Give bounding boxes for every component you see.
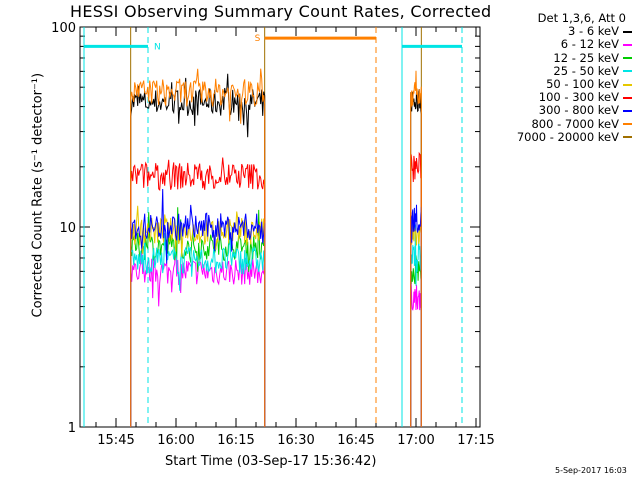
legend-entry: 100 - 300 keV [482, 91, 632, 104]
series-trace [130, 226, 266, 427]
legend-label: 3 - 6 keV [568, 24, 619, 39]
series-trace [130, 157, 266, 427]
legend-label: 50 - 100 keV [546, 77, 619, 92]
legend-label: 12 - 25 keV [553, 50, 619, 65]
legend-swatch [623, 57, 632, 60]
legend-label: 6 - 12 keV [560, 37, 619, 52]
series-trace [130, 244, 266, 427]
legend-label: 300 - 800 keV [538, 103, 619, 118]
legend: Det 1,3,6, Att 0 3 - 6 keV 6 - 12 keV 12 -… [482, 11, 632, 144]
x-tick-label: 16:45 [337, 433, 374, 448]
series-trace [410, 224, 422, 427]
legend-entry: 6 - 12 keV [482, 38, 632, 51]
series-trace [410, 151, 422, 427]
series-trace [130, 207, 266, 427]
series-trace [410, 282, 422, 427]
timestamp-stamp: 5-Sep-2017 16:03 [555, 466, 627, 475]
x-tick-label: 16:00 [157, 433, 194, 448]
x-tick-label: 17:00 [397, 433, 434, 448]
series-trace [130, 73, 266, 427]
series-trace [130, 188, 266, 427]
legend-swatch [623, 110, 632, 113]
chart-title: HESSI Observing Summary Count Rates, Cor… [70, 2, 492, 21]
legend-label: 100 - 300 keV [538, 90, 619, 105]
legend-entry: 800 - 7000 keV [482, 116, 632, 131]
legend-entry: 300 - 800 keV [482, 104, 632, 117]
legend-swatch [623, 136, 632, 139]
y-tick-label: 10 [59, 221, 76, 236]
legend-title: Det 1,3,6, Att 0 [537, 11, 626, 25]
series-trace [130, 68, 266, 427]
x-tick-label: 17:15 [457, 433, 494, 448]
legend-swatch [623, 70, 632, 73]
legend-entry: 50 - 100 keV [482, 77, 632, 92]
legend-swatch [623, 96, 632, 99]
legend-entry: 7000 - 20000 keV [482, 129, 632, 144]
series-trace [410, 70, 422, 427]
legend-entry: 25 - 50 keV [482, 63, 632, 78]
annotation-label: N [154, 42, 161, 52]
x-axis-label: Start Time (03-Sep-17 15:36:42) [165, 454, 377, 469]
y-axis-label: Corrected Count Rate (s⁻¹ detector⁻¹) [30, 72, 46, 318]
legend-entry: 12 - 25 keV [482, 50, 632, 65]
legend-swatch [623, 30, 632, 33]
legend-swatch [623, 123, 632, 126]
legend-swatch [623, 83, 632, 86]
x-tick-label: 16:30 [277, 433, 314, 448]
legend-label: 7000 - 20000 keV [516, 129, 619, 144]
legend-entry: 3 - 6 keV [482, 25, 632, 38]
x-tick-label: 15:45 [97, 433, 134, 448]
legend-label: 25 - 50 keV [553, 63, 619, 78]
annotation-label: S [255, 34, 261, 44]
y-tick-label: 1 [68, 421, 76, 436]
series-trace [410, 204, 422, 427]
x-tick-label: 16:15 [217, 433, 254, 448]
legend-entries: 3 - 6 keV 6 - 12 keV 12 - 25 keV 25 - 50 ke… [482, 25, 632, 144]
legend-label: 800 - 7000 keV [531, 116, 619, 131]
series-trace [130, 205, 266, 427]
y-tick-label: 100 [51, 21, 76, 36]
legend-swatch [623, 44, 632, 46]
